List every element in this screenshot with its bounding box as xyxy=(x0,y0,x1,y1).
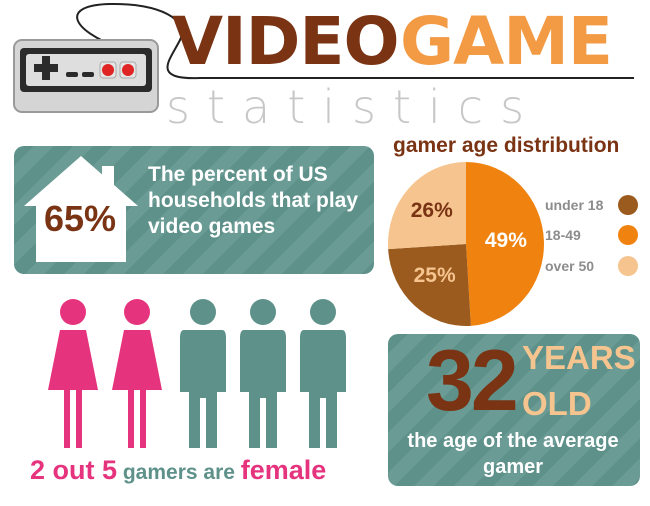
legend-swatch-over-50 xyxy=(618,256,638,276)
legend-swatch-18-49 xyxy=(618,225,638,245)
age-panel xyxy=(388,334,640,486)
title-video: VIDEO xyxy=(172,3,400,80)
legend-label-18-49: 18-49 xyxy=(545,227,581,243)
game-controller-icon xyxy=(13,39,159,113)
gender-middle: gamers are xyxy=(117,461,241,484)
age-years-label: YEARS xyxy=(522,339,636,376)
legend-label-under-18: under 18 xyxy=(545,197,604,213)
male-person-icon xyxy=(296,298,350,450)
households-description: The percent of US households that play v… xyxy=(148,163,359,238)
female-person-icon xyxy=(110,298,164,450)
pie-label-18-49: 49% xyxy=(484,228,527,252)
age-old-label: OLD xyxy=(522,385,592,422)
pie-chart-title: gamer age distribution xyxy=(393,134,620,157)
pie-slice-18-49 xyxy=(466,162,544,326)
subtitle-statistics: statistics xyxy=(166,80,542,134)
pie-label-over-50: 26% xyxy=(410,199,453,223)
controller-cable xyxy=(76,2,634,80)
gender-caption: 2 out 5 gamers are female xyxy=(30,455,326,486)
male-person-icon xyxy=(236,298,290,450)
female-person-icon xyxy=(46,298,100,450)
legend-label-over-50: over 50 xyxy=(545,258,595,274)
title-game: GAME xyxy=(400,3,613,80)
pie-slice-under-18 xyxy=(388,244,471,326)
house-icon xyxy=(24,156,138,262)
average-age-number: 32 xyxy=(426,333,519,429)
gender-count: 2 out 5 xyxy=(30,455,118,485)
pie-slice-over-50 xyxy=(388,162,466,250)
age-pie-chart xyxy=(388,162,544,326)
households-percent: 65% xyxy=(44,198,117,239)
legend-swatch-under-18 xyxy=(618,195,638,215)
age-caption: the age of the average gamer xyxy=(407,430,619,478)
pie-label-under-18: 25% xyxy=(413,263,456,287)
gender-female: female xyxy=(240,455,327,485)
male-person-icon xyxy=(176,298,230,450)
